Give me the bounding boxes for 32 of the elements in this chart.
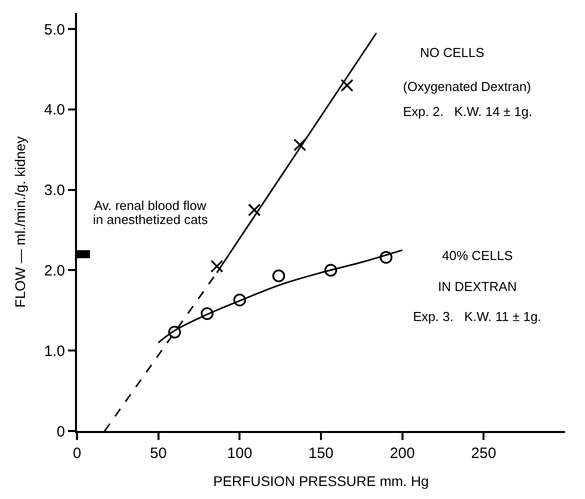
y-tick-label: 4.0	[44, 102, 65, 119]
point	[324, 264, 338, 277]
y-tick-label: 0	[56, 423, 65, 440]
point	[233, 294, 246, 306]
annotation: in anesthetized cats	[93, 212, 208, 227]
annotation: 40% CELLS	[442, 248, 514, 263]
x-tick-label: 200	[390, 445, 415, 462]
annotation: Exp. 2. K.W. 14 ± 1g.	[403, 104, 532, 119]
y-tick-label: 3.0	[44, 182, 65, 200]
y-tick-label: 2.0	[44, 262, 65, 280]
annotation: Exp. 3. K.W. 11 ± 1g.	[413, 309, 542, 324]
x-axis-title: PERFUSION PRESSURE mm. Hg	[213, 472, 429, 489]
point	[210, 260, 224, 273]
x-tick-label: 250	[471, 445, 496, 462]
x-tick-label: 100	[227, 445, 252, 462]
point	[168, 326, 181, 339]
annotation: (Oxygenated Dextran)	[403, 79, 531, 94]
y-axis-title: FLOW — ml./min./g. kidney	[12, 136, 28, 308]
point	[272, 269, 286, 282]
y-tick-label: 5.0	[44, 21, 65, 38]
annotation: Av. renal blood flow	[94, 198, 207, 213]
annotation: NO CELLS	[420, 45, 485, 60]
point	[380, 250, 392, 264]
y-tick-label: 1.0	[44, 342, 65, 360]
point	[293, 138, 306, 152]
point	[248, 204, 261, 216]
annotation: IN DEXTRAN	[438, 279, 517, 294]
point	[200, 307, 214, 320]
point	[340, 78, 354, 92]
x-tick-label: 0	[72, 445, 82, 462]
x-tick-label: 50	[150, 445, 167, 462]
x-tick-label: 150	[308, 445, 334, 462]
